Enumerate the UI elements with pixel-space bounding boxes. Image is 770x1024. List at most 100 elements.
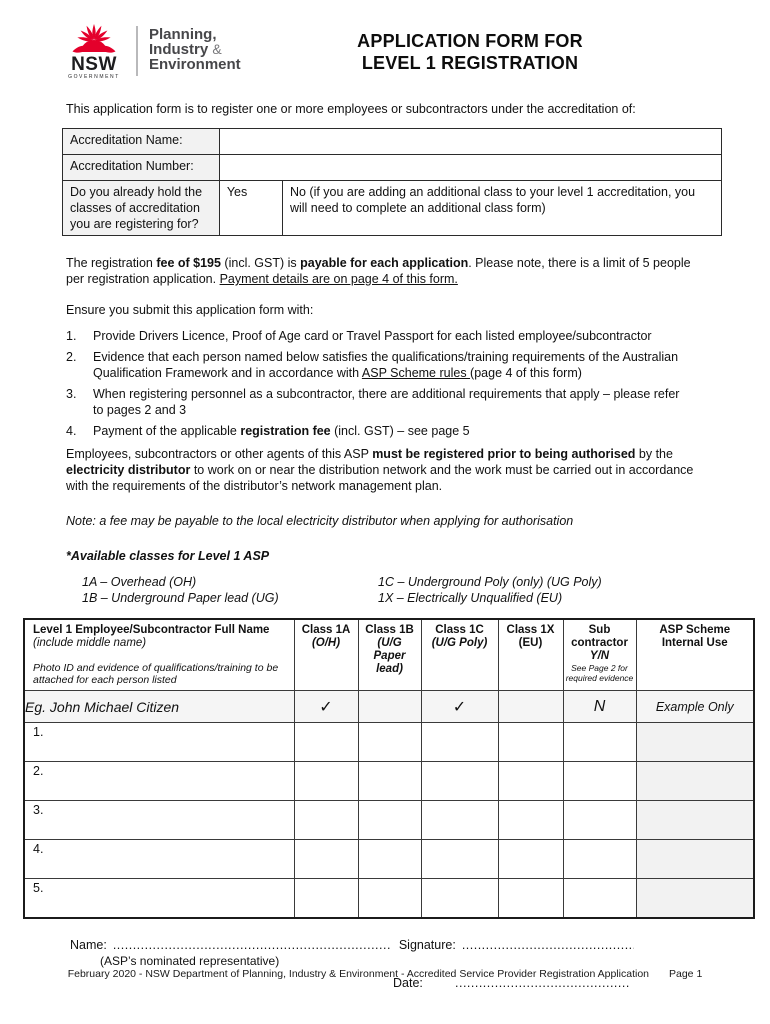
asp-scheme-rules-link-text: ASP Scheme rules bbox=[361, 366, 471, 380]
government-logo-text: GOVERNMENT bbox=[68, 74, 120, 80]
class-1a-cell[interactable] bbox=[293, 800, 359, 840]
fee-note: Note: a fee may be payable to the local … bbox=[66, 514, 574, 528]
table-row: 1. bbox=[23, 722, 755, 762]
header-class-1a: Class 1A (O/H) bbox=[293, 618, 359, 691]
accreditation-name-field[interactable] bbox=[218, 128, 723, 155]
class-1c-cell[interactable] bbox=[420, 722, 499, 762]
class-1x-cell[interactable] bbox=[497, 878, 564, 919]
internal-use-cell bbox=[635, 722, 755, 762]
class-1x-cell[interactable] bbox=[497, 761, 564, 801]
class-1b-cell[interactable] bbox=[357, 722, 422, 762]
person-name-cell[interactable]: 3. bbox=[23, 800, 295, 840]
fee-amount: fee of $195 bbox=[156, 256, 221, 270]
class-item-1b: 1B – Underground Paper lead (UG) bbox=[82, 591, 279, 605]
yes-option-cell[interactable]: Yes bbox=[218, 180, 283, 236]
signature-label: Signature: bbox=[398, 938, 456, 952]
internal-use-cell bbox=[635, 839, 755, 879]
department-line-1: Planning, bbox=[149, 26, 217, 43]
class-1x-cell[interactable] bbox=[497, 722, 564, 762]
person-name-cell[interactable]: 2. bbox=[23, 761, 295, 801]
requirements-list: 1. Provide Drivers Licence, Proof of Age… bbox=[66, 328, 722, 439]
class-item-1c: 1C – Underground Poly (only) (UG Poly) bbox=[378, 575, 602, 589]
class-1c-cell[interactable] bbox=[420, 761, 499, 801]
accreditation-number-label: Accreditation Number: bbox=[62, 154, 220, 181]
internal-use-cell bbox=[635, 761, 755, 801]
ensure-line: Ensure you submit this application form … bbox=[66, 303, 314, 317]
person-name-cell[interactable]: 5. bbox=[23, 878, 295, 919]
example-class-1c-check: ✓ bbox=[420, 690, 499, 723]
authorisation-paragraph: Employees, subcontractors or other agent… bbox=[66, 447, 694, 493]
class-1a-cell[interactable] bbox=[293, 722, 359, 762]
header-class-1b: Class 1B (U/G Paper lead) bbox=[357, 618, 422, 691]
class-1b-cell[interactable] bbox=[357, 800, 422, 840]
page-title-line-1: APPLICATION FORM FOR bbox=[357, 31, 583, 51]
example-class-1a-check: ✓ bbox=[293, 690, 359, 723]
signature-block: Name: ..................................… bbox=[70, 938, 722, 990]
list-number: 4. bbox=[66, 424, 77, 438]
subcontractor-cell[interactable] bbox=[562, 878, 637, 919]
subcontractor-cell[interactable] bbox=[562, 839, 637, 879]
page-number: Page 1 bbox=[669, 968, 703, 980]
class-1c-cell[interactable] bbox=[420, 878, 499, 919]
form-body: This application form is to register one… bbox=[0, 101, 770, 606]
subcontractor-cell[interactable] bbox=[562, 800, 637, 840]
class-1a-cell[interactable] bbox=[293, 878, 359, 919]
class-1x-cell[interactable] bbox=[497, 839, 564, 879]
payment-details-link-text: Payment details are on page 4 of this fo… bbox=[219, 272, 458, 286]
date-line[interactable]: ........................................… bbox=[455, 976, 630, 990]
subcontractor-cell[interactable] bbox=[562, 761, 637, 801]
name-label: Name: bbox=[70, 938, 107, 952]
signature-line[interactable]: ........................................… bbox=[461, 938, 634, 952]
existing-classes-question-label: Do you already hold the classes of accre… bbox=[62, 180, 220, 236]
class-1x-cell[interactable] bbox=[497, 800, 564, 840]
header-class-1x: Class 1X (EU) bbox=[497, 618, 564, 691]
accreditation-name-label: Accreditation Name: bbox=[62, 128, 220, 155]
accreditation-number-row: Accreditation Number: bbox=[62, 154, 723, 181]
page-title: APPLICATION FORM FOR LEVEL 1 REGISTRATIO… bbox=[230, 30, 710, 74]
accreditation-number-field[interactable] bbox=[218, 154, 723, 181]
fee-paragraph: The registration fee of $195 (incl. GST)… bbox=[66, 256, 691, 286]
nsw-government-logo: NSW GOVERNMENT Planning, Industry & Envi… bbox=[64, 24, 241, 81]
date-label: Date: bbox=[393, 976, 423, 990]
page-header: NSW GOVERNMENT Planning, Industry & Envi… bbox=[0, 0, 770, 81]
internal-use-cell bbox=[635, 800, 755, 840]
list-number: 2. bbox=[66, 350, 77, 364]
header-subcontractor: Sub contractor Y/N See Page 2 for requir… bbox=[562, 618, 637, 691]
header-internal-use: ASP Scheme Internal Use bbox=[635, 618, 755, 691]
photo-id-note: Photo ID and evidence of qualifications/… bbox=[33, 662, 279, 686]
class-1b-cell[interactable] bbox=[357, 761, 422, 801]
header-class-1c: Class 1C (U/G Poly) bbox=[420, 618, 499, 691]
subcontractor-cell[interactable] bbox=[562, 722, 637, 762]
list-item: 4. Payment of the applicable registratio… bbox=[66, 424, 470, 438]
class-1b-cell[interactable] bbox=[357, 878, 422, 919]
nsw-waratah-icon bbox=[72, 24, 116, 53]
subcontractor-evidence-note: See Page 2 for required evidence bbox=[565, 663, 634, 683]
example-class-1b-cell bbox=[357, 690, 422, 723]
person-name-cell[interactable]: 4. bbox=[23, 839, 295, 879]
class-1b-cell[interactable] bbox=[357, 839, 422, 879]
header-full-name: Level 1 Employee/Subcontractor Full Name… bbox=[23, 618, 295, 691]
list-number: 3. bbox=[66, 387, 77, 401]
nsw-logo-text: NSW bbox=[71, 54, 117, 75]
person-name-cell[interactable]: 1. bbox=[23, 722, 295, 762]
department-line-2: Industry & bbox=[149, 41, 222, 58]
list-item: 1. Provide Drivers Licence, Proof of Age… bbox=[66, 329, 652, 343]
no-option-cell[interactable]: No (if you are adding an additional clas… bbox=[281, 180, 723, 236]
available-classes-list: 1A – Overhead (OH) 1C – Underground Poly… bbox=[82, 575, 722, 606]
intro-paragraph: This application form is to register one… bbox=[66, 102, 636, 116]
list-number: 1. bbox=[66, 329, 77, 343]
page-title-line-2: LEVEL 1 REGISTRATION bbox=[361, 53, 579, 73]
list-item: 3. When registering personnel as a subco… bbox=[66, 387, 680, 417]
class-1c-cell[interactable] bbox=[420, 800, 499, 840]
class-1c-cell[interactable] bbox=[420, 839, 499, 879]
available-classes-heading: *Available classes for Level 1 ASP bbox=[66, 549, 270, 563]
class-1a-cell[interactable] bbox=[293, 839, 359, 879]
class-item-1a: 1A – Overhead (OH) bbox=[82, 575, 197, 589]
class-item-1x: 1X – Electrically Unqualified (EU) bbox=[378, 591, 563, 605]
class-1a-cell[interactable] bbox=[293, 761, 359, 801]
table-row: 5. bbox=[23, 878, 755, 919]
employee-registration-table: Level 1 Employee/Subcontractor Full Name… bbox=[23, 618, 755, 919]
name-signature-line[interactable]: ........................................… bbox=[112, 938, 391, 952]
table-row: 2. bbox=[23, 761, 755, 801]
